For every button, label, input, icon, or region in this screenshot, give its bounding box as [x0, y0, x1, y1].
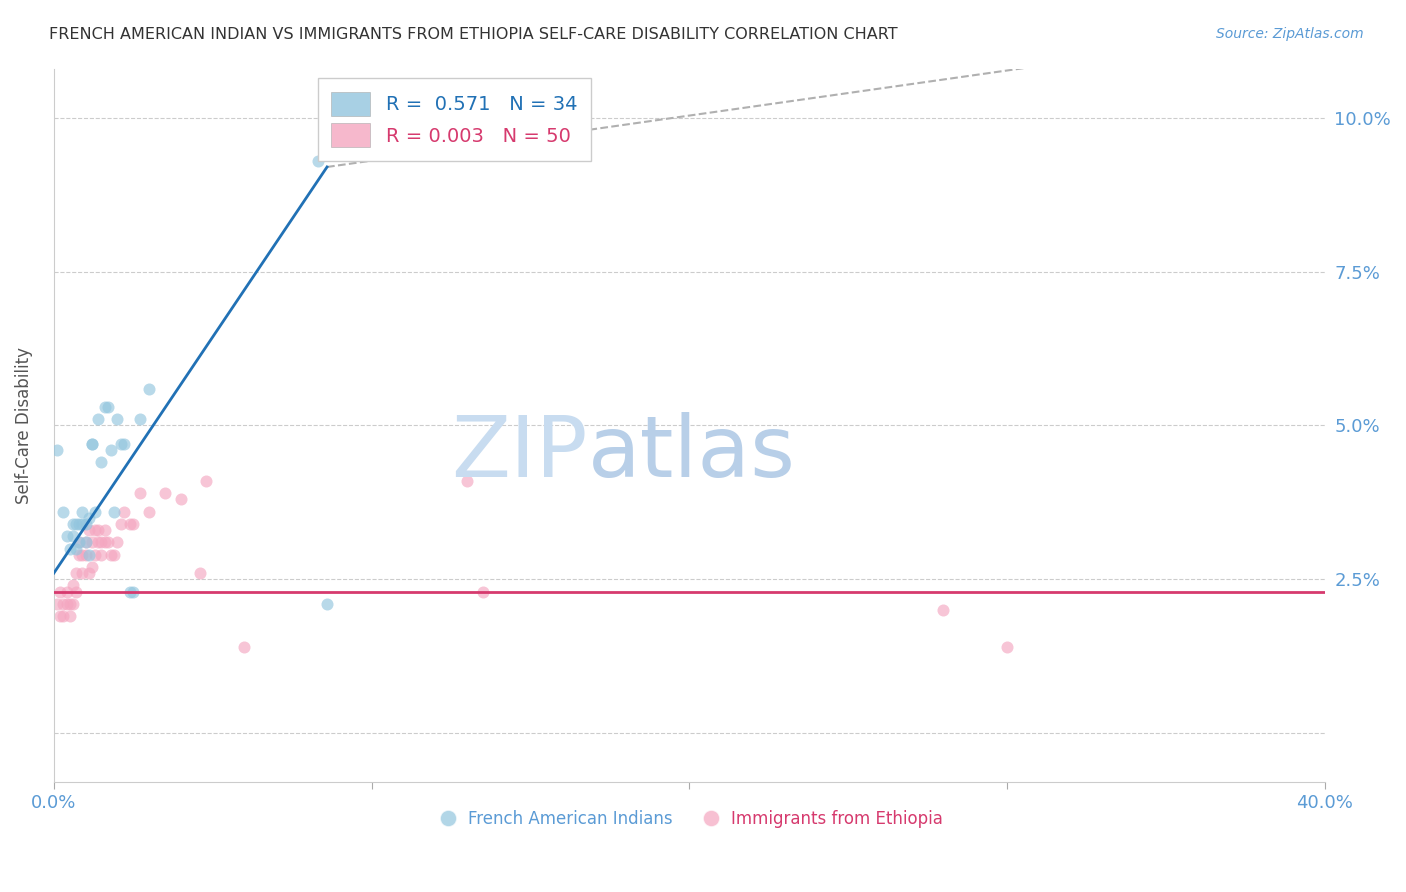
Text: Source: ZipAtlas.com: Source: ZipAtlas.com — [1216, 27, 1364, 41]
Point — [46, 597, 69, 611]
Point — [128, 486, 150, 500]
Point — [75, 535, 97, 549]
Point — [90, 548, 112, 562]
Point — [188, 566, 211, 581]
Point — [67, 548, 90, 562]
Legend: French American Indians, Immigrants from Ethiopia: French American Indians, Immigrants from… — [429, 804, 950, 835]
Point — [65, 566, 87, 581]
Point — [46, 443, 69, 458]
Point — [75, 535, 97, 549]
Point — [90, 535, 112, 549]
Point — [103, 548, 125, 562]
Point — [62, 529, 84, 543]
Point — [932, 603, 955, 617]
Point — [105, 412, 128, 426]
Y-axis label: Self-Care Disability: Self-Care Disability — [15, 347, 32, 504]
Point — [80, 437, 103, 451]
Point — [995, 640, 1018, 654]
Point — [84, 523, 107, 537]
Point — [105, 535, 128, 549]
Point — [75, 548, 97, 562]
Point — [55, 529, 77, 543]
Point — [65, 541, 87, 556]
Point — [65, 516, 87, 531]
Point — [77, 566, 100, 581]
Point — [120, 516, 142, 531]
Point — [62, 516, 84, 531]
Text: FRENCH AMERICAN INDIAN VS IMMIGRANTS FROM ETHIOPIA SELF-CARE DISABILITY CORRELAT: FRENCH AMERICAN INDIAN VS IMMIGRANTS FRO… — [49, 27, 898, 42]
Point — [59, 597, 82, 611]
Point — [62, 578, 84, 592]
Point — [80, 437, 103, 451]
Point — [72, 516, 94, 531]
Point — [87, 523, 110, 537]
Point — [72, 566, 94, 581]
Point — [93, 523, 115, 537]
Point — [75, 516, 97, 531]
Point — [103, 505, 125, 519]
Point — [87, 412, 110, 426]
Point — [195, 474, 218, 488]
Point — [59, 541, 82, 556]
Point — [307, 153, 329, 168]
Point — [93, 400, 115, 414]
Point — [170, 492, 193, 507]
Point — [97, 535, 120, 549]
Point — [456, 474, 478, 488]
Point — [49, 584, 72, 599]
Point — [77, 523, 100, 537]
Point — [65, 584, 87, 599]
Point — [100, 548, 122, 562]
Point — [84, 548, 107, 562]
Point — [55, 584, 77, 599]
Point — [122, 516, 145, 531]
Point — [52, 609, 75, 624]
Point — [77, 548, 100, 562]
Point — [52, 505, 75, 519]
Text: atlas: atlas — [588, 412, 796, 495]
Point — [316, 597, 339, 611]
Point — [112, 505, 135, 519]
Point — [72, 548, 94, 562]
Point — [80, 560, 103, 574]
Point — [80, 535, 103, 549]
Point — [110, 516, 132, 531]
Point — [62, 597, 84, 611]
Point — [52, 597, 75, 611]
Point — [84, 505, 107, 519]
Point — [120, 584, 142, 599]
Point — [72, 505, 94, 519]
Point — [138, 505, 160, 519]
Point — [100, 443, 122, 458]
Point — [112, 437, 135, 451]
Point — [93, 535, 115, 549]
Point — [128, 412, 150, 426]
Point — [110, 437, 132, 451]
Point — [59, 609, 82, 624]
Point — [122, 584, 145, 599]
Point — [97, 400, 120, 414]
Point — [153, 486, 176, 500]
Point — [49, 609, 72, 624]
Point — [77, 510, 100, 524]
Point — [138, 382, 160, 396]
Point — [67, 535, 90, 549]
Point — [233, 640, 256, 654]
Text: ZIP: ZIP — [451, 412, 588, 495]
Point — [471, 584, 494, 599]
Point — [67, 535, 90, 549]
Point — [87, 535, 110, 549]
Point — [55, 597, 77, 611]
Point — [67, 516, 90, 531]
Point — [90, 455, 112, 469]
